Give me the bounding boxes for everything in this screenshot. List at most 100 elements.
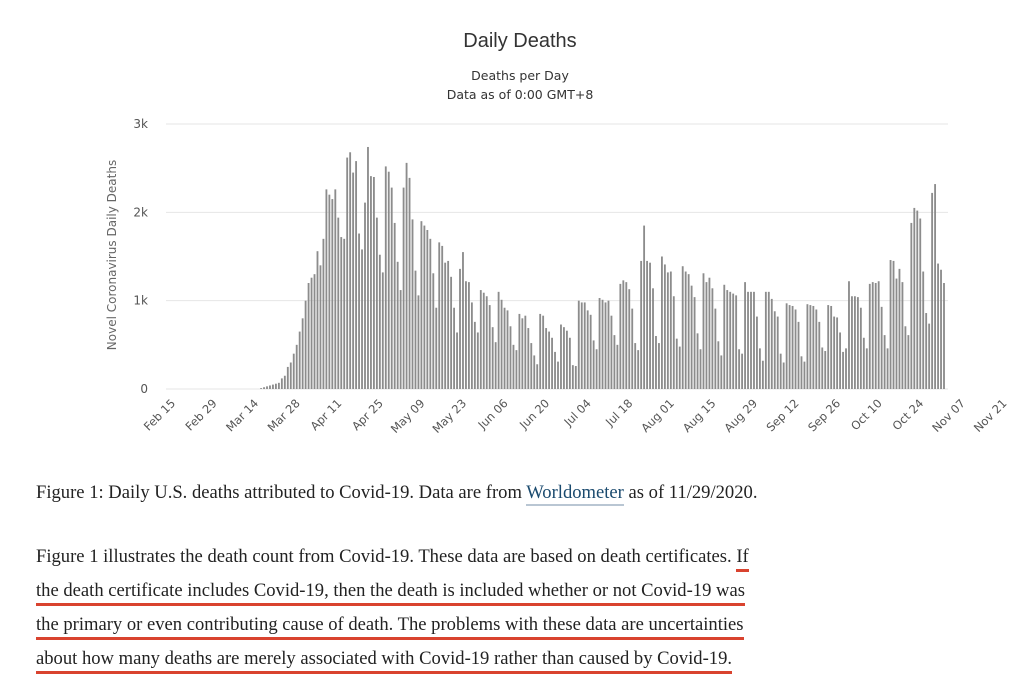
- bar: [741, 353, 744, 389]
- bar: [794, 309, 797, 389]
- bar: [776, 316, 779, 389]
- bar: [658, 343, 660, 389]
- bar: [904, 326, 907, 389]
- bar: [907, 335, 910, 389]
- bar: [818, 321, 821, 389]
- bar: [913, 207, 916, 389]
- bar: [871, 282, 874, 389]
- bar: [577, 300, 580, 389]
- bar: [848, 281, 850, 389]
- bar: [441, 245, 444, 389]
- bar: [761, 360, 764, 389]
- bar: [613, 335, 616, 389]
- bar: [678, 346, 681, 389]
- bar: [842, 351, 844, 389]
- bar: [313, 274, 316, 389]
- bar: [289, 362, 292, 389]
- bar: [812, 305, 815, 389]
- bar: [681, 266, 684, 389]
- bar: [399, 290, 402, 389]
- bar: [304, 300, 307, 389]
- bar: [414, 270, 417, 389]
- paragraph-line-3: the primary or even contributing cause o…: [36, 608, 996, 642]
- bar: [494, 342, 497, 389]
- x-axis-ticks: Feb 15 Feb 29 Mar 14 Mar 28 Apr 11 Apr 25 May …: [141, 396, 1010, 436]
- bar: [319, 265, 322, 389]
- bar: [551, 337, 553, 389]
- bar: [886, 348, 889, 389]
- bar: [497, 291, 500, 389]
- bar: [836, 317, 839, 389]
- bar: [263, 387, 265, 389]
- bar: [767, 291, 770, 389]
- bar: [364, 202, 366, 389]
- x-tick-label: Nov 07: [929, 396, 968, 435]
- bar: [666, 272, 669, 389]
- bar: [349, 152, 352, 389]
- bar: [586, 310, 589, 389]
- bar: [782, 362, 785, 389]
- bar: [877, 281, 880, 389]
- bar: [815, 309, 818, 389]
- bar: [803, 361, 806, 389]
- chart-subtitle-date: Data as of 0:00 GMT+8: [447, 87, 594, 102]
- bar: [512, 344, 515, 389]
- bar: [631, 308, 634, 389]
- x-tick-label: Oct 10: [848, 396, 885, 433]
- bar: [672, 296, 675, 389]
- bar: [643, 225, 646, 389]
- bar: [622, 280, 625, 389]
- body-paragraph: Figure 1 illustrates the death count fro…: [36, 540, 996, 676]
- bar: [560, 324, 562, 389]
- bar: [435, 307, 438, 389]
- bar: [456, 332, 458, 389]
- bar: [898, 268, 901, 389]
- bar: [747, 291, 749, 389]
- paragraph-line-2: the death certificate includes Covid-19,…: [36, 574, 996, 608]
- bar: [292, 353, 295, 389]
- x-tick-label: Oct 24: [889, 396, 926, 433]
- worldometer-link[interactable]: Worldometer: [526, 482, 624, 506]
- bar: [702, 273, 705, 389]
- bar: [669, 271, 672, 389]
- y-tick-label: 3k: [133, 117, 148, 131]
- highlighted-text: the death certificate includes Covid-19,…: [36, 580, 745, 606]
- bar: [589, 314, 592, 389]
- bar: [883, 335, 886, 389]
- bar: [943, 283, 945, 389]
- gridlines: [166, 123, 948, 390]
- x-tick-label: Mar 28: [265, 396, 303, 434]
- x-tick-label: Nov 21: [971, 396, 1010, 435]
- bar: [655, 336, 657, 389]
- bar: [488, 305, 491, 389]
- bar: [322, 238, 325, 389]
- bars: [260, 146, 945, 389]
- bar: [269, 385, 271, 389]
- bar: [506, 310, 509, 389]
- bar: [856, 297, 859, 389]
- y-axis-ticks: 0 1k 2k 3k: [133, 117, 148, 396]
- bar: [637, 350, 640, 389]
- figure-caption: Figure 1: Daily U.S. deaths attributed t…: [36, 482, 996, 506]
- bar: [568, 337, 571, 389]
- bar: [571, 365, 574, 389]
- bar: [925, 313, 928, 389]
- bar: [770, 298, 773, 389]
- bar: [684, 271, 687, 389]
- bar: [714, 308, 717, 389]
- bar: [340, 237, 343, 389]
- bar: [865, 348, 868, 389]
- bar: [307, 283, 310, 389]
- bar: [711, 288, 714, 389]
- bar: [880, 306, 883, 389]
- bar: [396, 261, 399, 389]
- x-tick-label: May 09: [388, 396, 428, 436]
- bar: [616, 344, 619, 389]
- bar: [607, 300, 610, 389]
- bar: [346, 157, 349, 389]
- bar: [839, 332, 841, 389]
- bar: [444, 262, 447, 389]
- bar: [619, 283, 622, 389]
- bar: [931, 192, 934, 389]
- bar: [375, 217, 378, 389]
